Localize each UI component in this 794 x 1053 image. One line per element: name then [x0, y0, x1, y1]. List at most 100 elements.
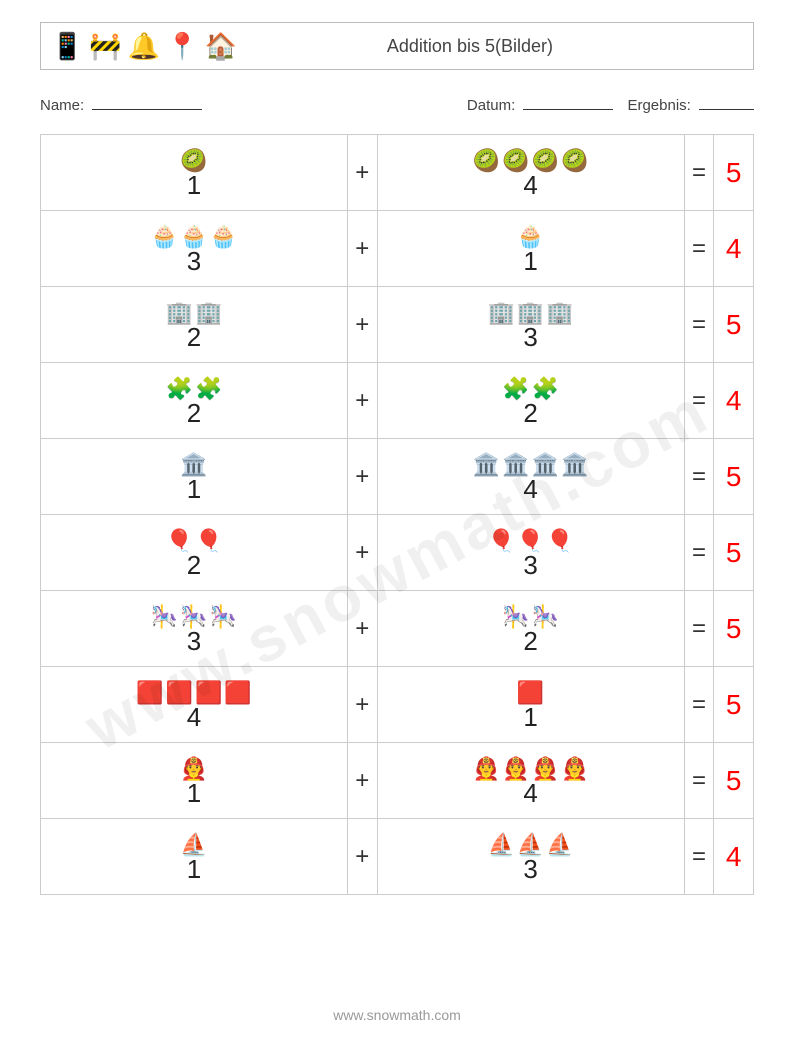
- count-icon: 🧩: [502, 378, 529, 400]
- count-icon: 🎈: [546, 530, 573, 552]
- operand-a-value: 1: [41, 854, 347, 885]
- equals-symbol: =: [684, 591, 714, 667]
- operand-b: 🥝🥝🥝🥝4: [377, 135, 684, 211]
- count-icon: 🥝: [180, 150, 207, 172]
- operand-b: 👨‍🚒👨‍🚒👨‍🚒👨‍🚒4: [377, 743, 684, 819]
- answer-cell: 5: [714, 591, 754, 667]
- header-icon: 🔔: [128, 33, 160, 59]
- name-label: Name:: [40, 97, 84, 114]
- header-icon: 📱: [51, 33, 83, 59]
- operand-a: 🏛️1: [41, 439, 348, 515]
- count-icon: 🧁: [517, 226, 544, 248]
- table-row: ⛵1+⛵⛵⛵3=4: [41, 819, 754, 895]
- operand-a: 🟥🟥🟥🟥4: [41, 667, 348, 743]
- table-row: 🏛️1+🏛️🏛️🏛️🏛️4=5: [41, 439, 754, 515]
- answer-cell: 5: [714, 135, 754, 211]
- operand-a: 👨‍🚒1: [41, 743, 348, 819]
- operand-a-value: 1: [41, 778, 347, 809]
- table-row: 🏢🏢2+🏢🏢🏢3=5: [41, 287, 754, 363]
- plus-symbol: +: [347, 211, 377, 287]
- header-icons: 📱🚧🔔📍🏠: [51, 33, 237, 59]
- equals-symbol: =: [684, 211, 714, 287]
- equals-symbol: =: [684, 363, 714, 439]
- operand-a: 🏢🏢2: [41, 287, 348, 363]
- equals-symbol: =: [684, 743, 714, 819]
- date-label: Datum:: [467, 97, 515, 114]
- problems-table: 🥝1+🥝🥝🥝🥝4=5🧁🧁🧁3+🧁1=4🏢🏢2+🏢🏢🏢3=5🧩🧩2+🧩🧩2=4🏛️…: [40, 134, 754, 895]
- operand-a-value: 1: [41, 170, 347, 201]
- table-row: 🥝1+🥝🥝🥝🥝4=5: [41, 135, 754, 211]
- count-icon: 🎈: [166, 530, 193, 552]
- count-icon: 🟥: [136, 682, 163, 704]
- count-icon: 🏛️: [473, 454, 500, 476]
- plus-symbol: +: [347, 135, 377, 211]
- count-icon: 🎈: [517, 530, 544, 552]
- count-icon: 🎈: [195, 530, 222, 552]
- count-icon: 🎠: [532, 606, 559, 628]
- count-icon: 🎈: [488, 530, 515, 552]
- worksheet-header: 📱🚧🔔📍🏠 Addition bis 5(Bilder): [40, 22, 754, 70]
- answer-cell: 5: [714, 515, 754, 591]
- count-icon: 🥝: [502, 150, 529, 172]
- count-icon: 🧁: [180, 226, 207, 248]
- count-icon: 🎠: [151, 606, 178, 628]
- operand-b: 🏢🏢🏢3: [377, 287, 684, 363]
- operand-b-value: 4: [378, 170, 684, 201]
- operand-b-value: 1: [378, 246, 684, 277]
- count-icon: 🧩: [195, 378, 222, 400]
- name-blank[interactable]: [92, 96, 202, 110]
- count-icon: ⛵: [180, 834, 207, 856]
- count-icon: 🟥: [166, 682, 193, 704]
- count-icon: ⛵: [488, 834, 515, 856]
- operand-b-value: 3: [378, 322, 684, 353]
- operand-b-value: 3: [378, 854, 684, 885]
- operand-a-value: 2: [41, 550, 347, 581]
- answer-cell: 4: [714, 363, 754, 439]
- operand-b-value: 3: [378, 550, 684, 581]
- operand-b: 🧁1: [377, 211, 684, 287]
- count-icon: 🏛️: [180, 454, 207, 476]
- answer-cell: 4: [714, 819, 754, 895]
- equals-symbol: =: [684, 819, 714, 895]
- count-icon: 👨‍🚒: [180, 758, 207, 780]
- header-icon: 🏠: [205, 33, 237, 59]
- answer-cell: 5: [714, 743, 754, 819]
- operand-a: 🎠🎠🎠3: [41, 591, 348, 667]
- result-blank[interactable]: [699, 96, 754, 110]
- date-blank[interactable]: [523, 96, 613, 110]
- operand-a: 🧩🧩2: [41, 363, 348, 439]
- count-icon: 🟥: [517, 682, 544, 704]
- plus-symbol: +: [347, 439, 377, 515]
- operand-a-value: 2: [41, 398, 347, 429]
- table-row: 👨‍🚒1+👨‍🚒👨‍🚒👨‍🚒👨‍🚒4=5: [41, 743, 754, 819]
- plus-symbol: +: [347, 515, 377, 591]
- operand-b: 🧩🧩2: [377, 363, 684, 439]
- equals-symbol: =: [684, 515, 714, 591]
- plus-symbol: +: [347, 287, 377, 363]
- plus-symbol: +: [347, 363, 377, 439]
- operand-b: ⛵⛵⛵3: [377, 819, 684, 895]
- plus-symbol: +: [347, 819, 377, 895]
- worksheet-title: Addition bis 5(Bilder): [237, 36, 743, 57]
- count-icon: 🥝: [532, 150, 559, 172]
- count-icon: 🥝: [561, 150, 588, 172]
- count-icon: 🏛️: [502, 454, 529, 476]
- count-icon: 👨‍🚒: [532, 758, 559, 780]
- operand-b: 🟥1: [377, 667, 684, 743]
- plus-symbol: +: [347, 743, 377, 819]
- operand-a: 🎈🎈2: [41, 515, 348, 591]
- operand-a-value: 1: [41, 474, 347, 505]
- footer-url: www.snowmath.com: [0, 1007, 794, 1023]
- answer-cell: 5: [714, 667, 754, 743]
- count-icon: 🏢: [195, 302, 222, 324]
- count-icon: 🟥: [195, 682, 222, 704]
- operand-b-value: 2: [378, 626, 684, 657]
- count-icon: 👨‍🚒: [473, 758, 500, 780]
- result-label: Ergebnis:: [627, 97, 690, 114]
- operand-a: ⛵1: [41, 819, 348, 895]
- count-icon: 🧩: [532, 378, 559, 400]
- answer-cell: 4: [714, 211, 754, 287]
- operand-b: 🎈🎈🎈3: [377, 515, 684, 591]
- equals-symbol: =: [684, 439, 714, 515]
- count-icon: ⛵: [517, 834, 544, 856]
